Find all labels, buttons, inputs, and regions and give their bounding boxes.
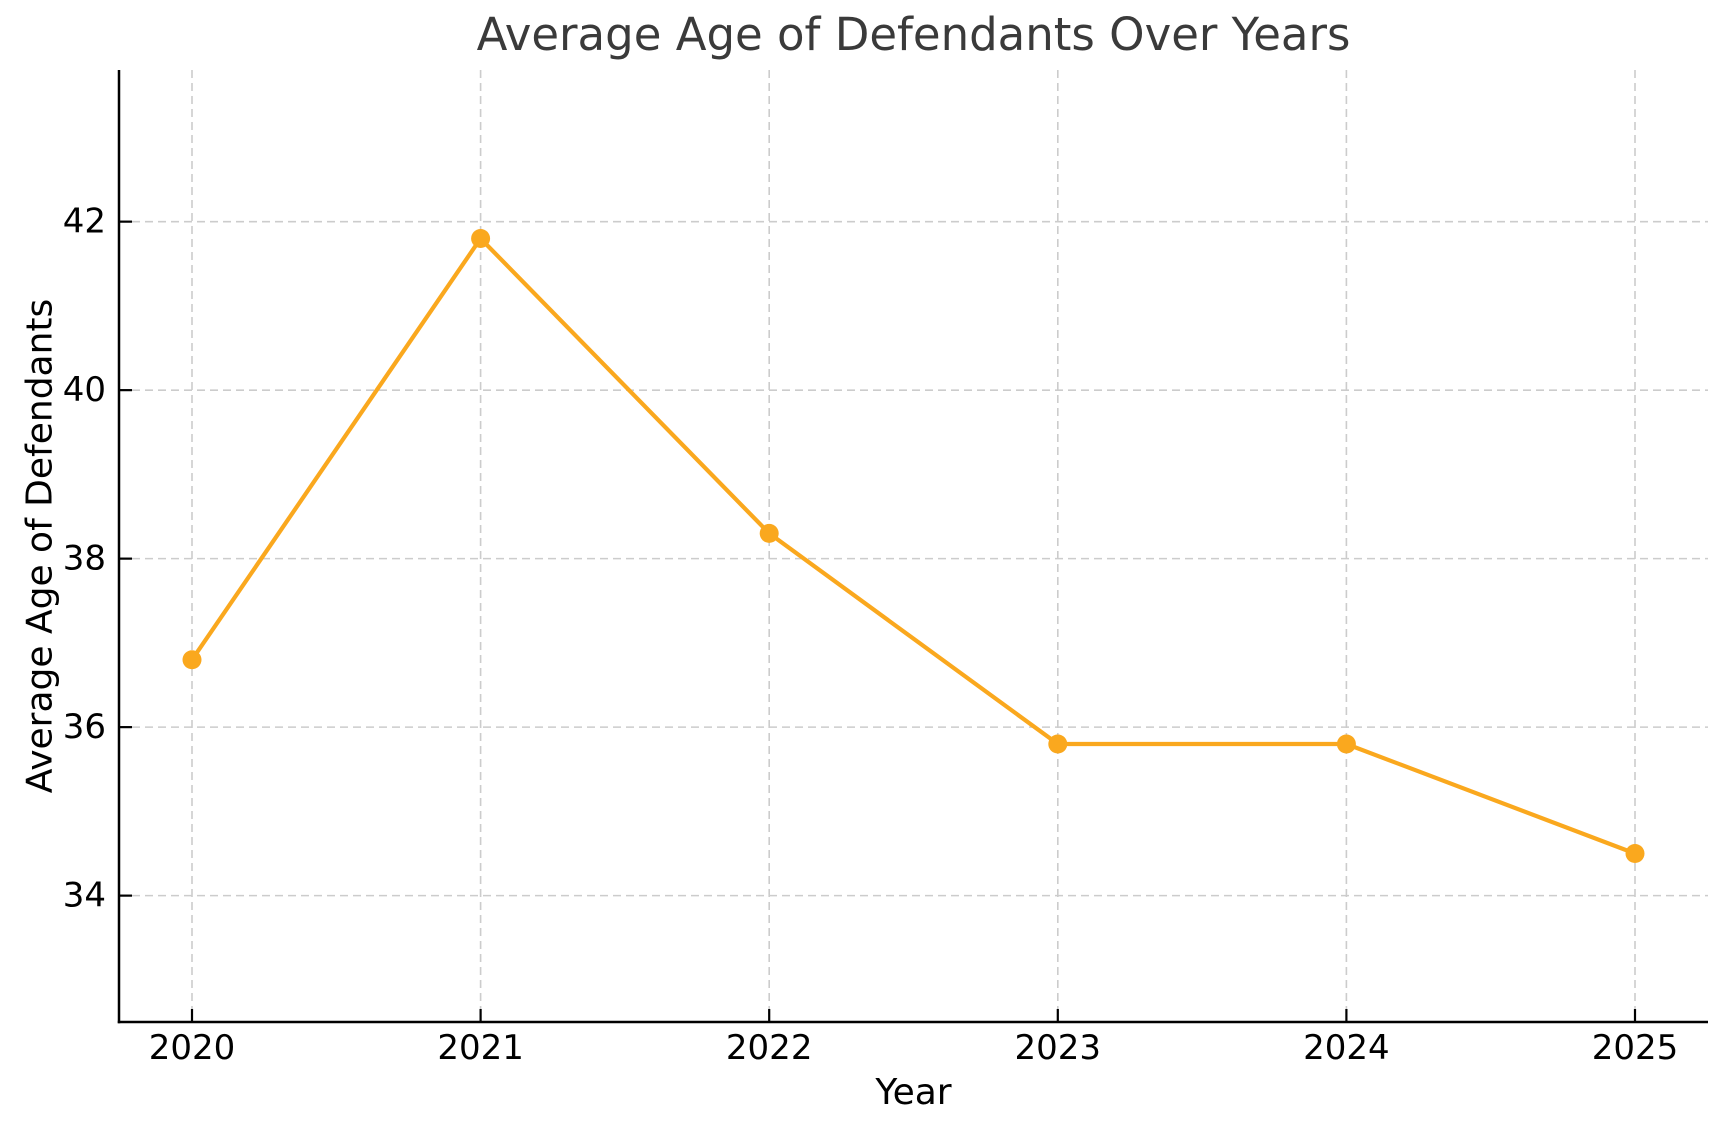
data-point-2020 [182,650,202,670]
data-point-2021 [471,228,491,248]
y-tick-label: 36 [63,707,106,747]
x-tick-label: 2020 [149,1028,236,1068]
y-tick-label: 34 [63,876,106,916]
data-point-2024 [1336,734,1356,754]
data-point-2023 [1048,734,1068,754]
y-tick-label: 42 [63,202,106,242]
data-point-2025 [1625,844,1645,864]
x-tick-label: 2022 [726,1028,813,1068]
data-line [189,236,1638,856]
data-point-2022 [759,523,779,543]
x-axis-label: Year [875,1072,952,1113]
chart-title: Average Age of Defendants Over Years [476,8,1351,61]
y-tick-label: 38 [63,539,106,579]
x-tick-label: 2021 [437,1028,524,1068]
y-tick-label: 40 [63,370,106,410]
x-tick-label: 2024 [1303,1028,1390,1068]
x-tick-label: 2023 [1015,1028,1102,1068]
x-tick-label: 2025 [1592,1028,1679,1068]
